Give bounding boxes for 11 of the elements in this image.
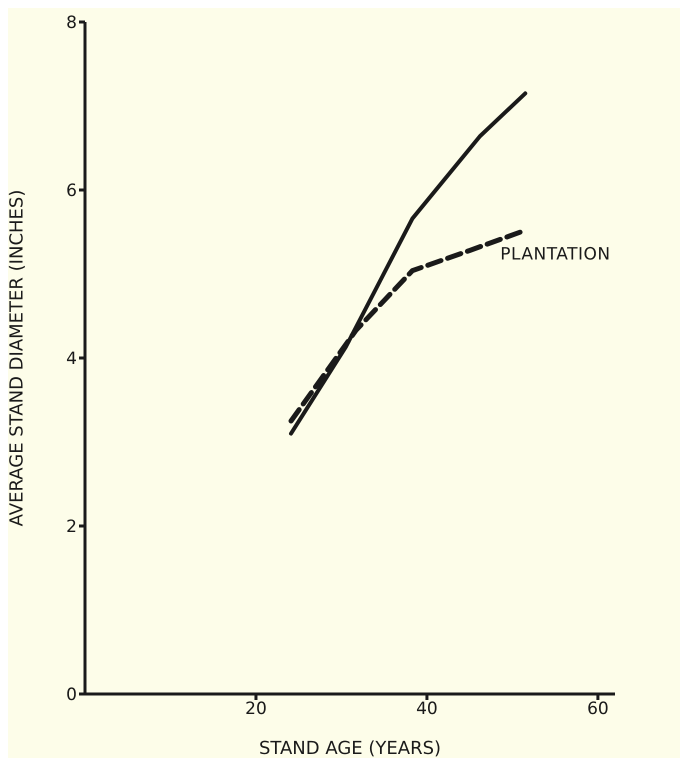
series-label: PLANTATION	[500, 244, 611, 264]
x-axis-title: STAND AGE (YEARS)	[258, 738, 442, 759]
y-tick-label: 2	[66, 517, 77, 538]
y-tick-label: 4	[66, 349, 77, 370]
x-tick-label: 60	[587, 699, 609, 720]
y-tick-label: 6	[66, 181, 77, 202]
y-tick-label: 8	[66, 13, 77, 34]
y-tick-label: 0	[66, 685, 77, 706]
x-tick-label: 40	[416, 699, 438, 720]
y-axis-title: AVERAGE STAND DIAMETER (INCHES)	[6, 190, 28, 526]
x-tick-label: 20	[245, 699, 267, 720]
